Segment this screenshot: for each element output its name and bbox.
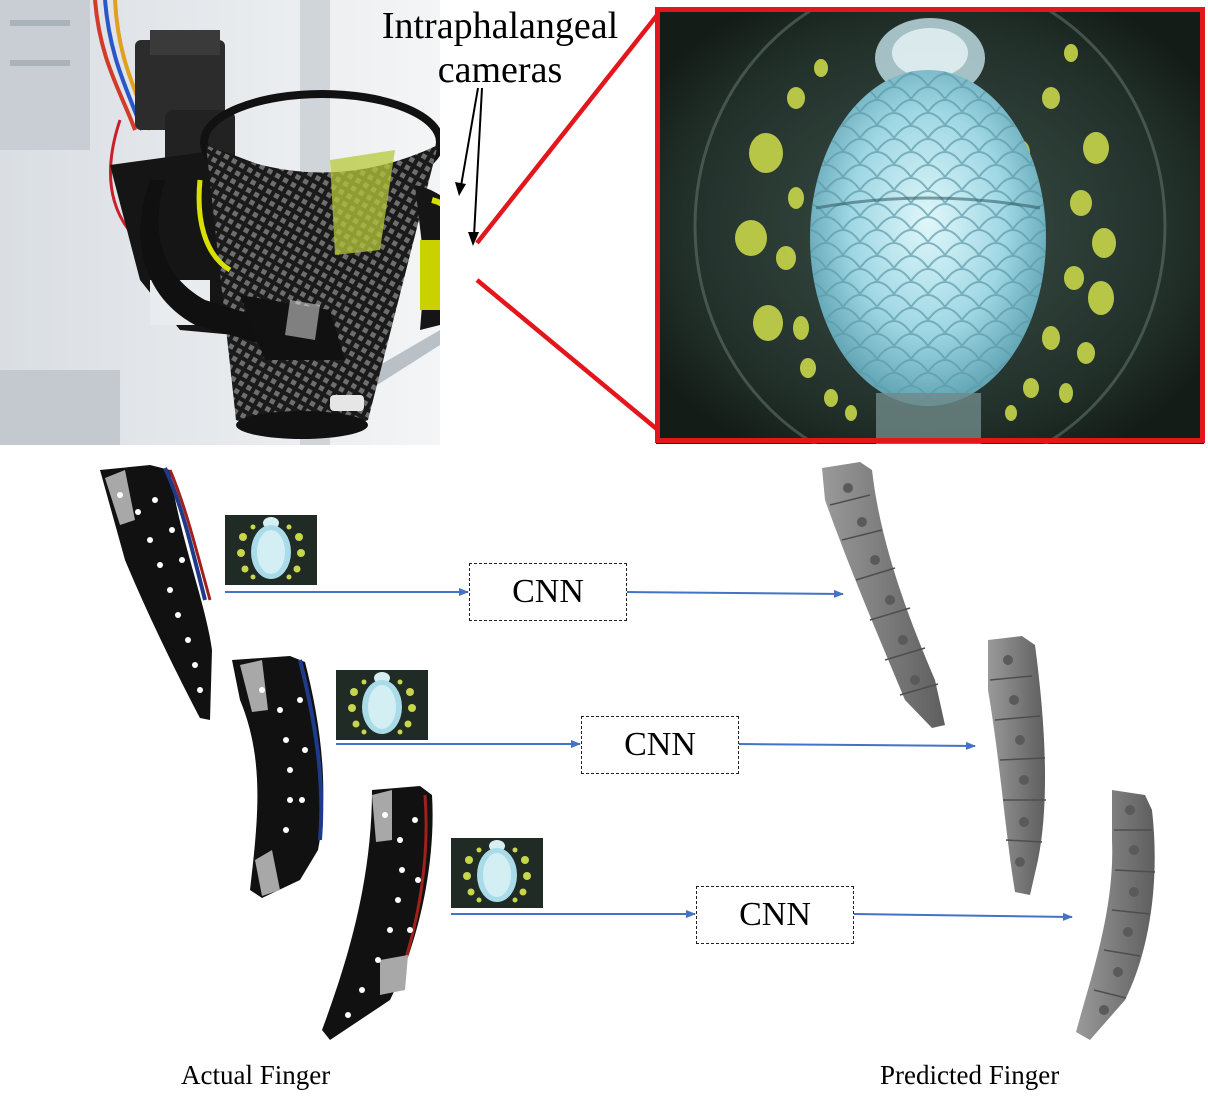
flow-arrows [225, 588, 1073, 921]
camera-thumbnail [336, 670, 428, 740]
robot-hand-photo [0, 0, 440, 445]
cnn-label: CNN [624, 726, 696, 763]
cnn-box: CNN [581, 716, 739, 774]
cnn-label: CNN [739, 896, 811, 933]
caption-actual-finger: Actual Finger [181, 1060, 331, 1090]
caption-predicted-finger: Predicted Finger [880, 1060, 1060, 1090]
predicted-finger-render [822, 462, 1156, 1040]
cnn-box: CNN [696, 886, 854, 944]
camera-view-photo [656, 8, 1204, 444]
cnn-box: CNN [469, 563, 627, 621]
camera-thumbnail [225, 515, 317, 585]
pipeline-graphics [100, 462, 1156, 1040]
callout-label: Intraphalangeal cameras [355, 4, 645, 92]
callout-line-1: Intraphalangeal [381, 5, 619, 47]
highlight-frame [455, 7, 1205, 443]
camera-thumbnail [451, 838, 543, 908]
callout-line-2: cameras [437, 49, 563, 91]
actual-finger-photo [100, 465, 433, 1040]
cnn-label: CNN [512, 573, 584, 610]
